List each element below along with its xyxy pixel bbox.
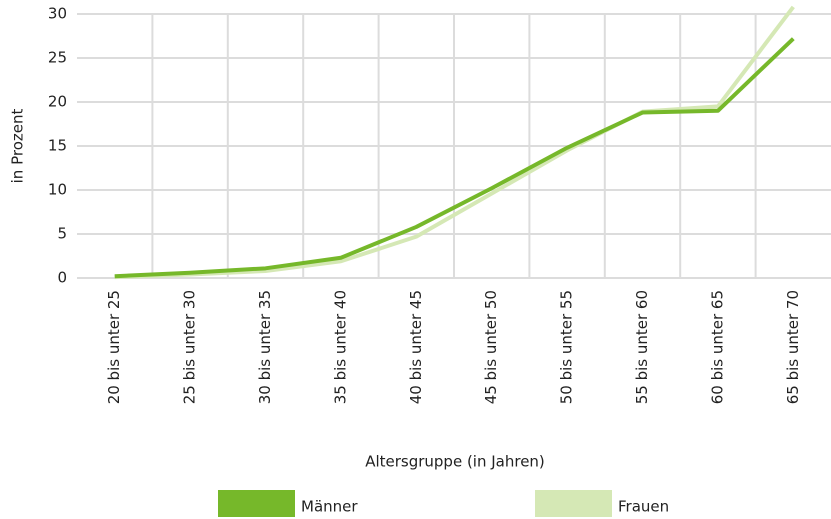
legend-swatch [535,490,612,517]
line [114,37,795,279]
y-tick-label: 20 [48,93,67,111]
x-tick-label: 20 bis unter 25 [105,290,123,404]
y-tick-label: 5 [57,225,67,243]
legend-label: Männer [301,498,358,516]
x-tick-label: 55 bis unter 60 [633,290,651,404]
y-tick-label: 30 [48,5,67,23]
x-tick-label: 40 bis unter 45 [407,290,425,404]
x-tick-label: 25 bis unter 30 [181,290,199,404]
y-tick-label: 25 [48,49,67,67]
x-tick-label: 35 bis unter 40 [331,290,349,404]
line [114,5,795,280]
x-tick-label: 45 bis unter 50 [482,290,500,404]
x-axis-title: Altersgruppe (in Jahren) [365,453,545,471]
legend-swatch [218,490,295,517]
x-tick-label: 50 bis unter 55 [558,290,576,404]
y-tick-label: 15 [48,137,67,155]
x-tick-label: 60 bis unter 65 [708,290,726,404]
y-axis-title: in Prozent [9,109,27,184]
x-tick-label: 30 bis unter 35 [256,290,274,404]
x-tick-label: 65 bis unter 70 [784,290,802,404]
y-tick-label: 10 [48,181,67,199]
y-tick-label: 0 [57,269,67,287]
legend-label: Frauen [618,498,669,516]
